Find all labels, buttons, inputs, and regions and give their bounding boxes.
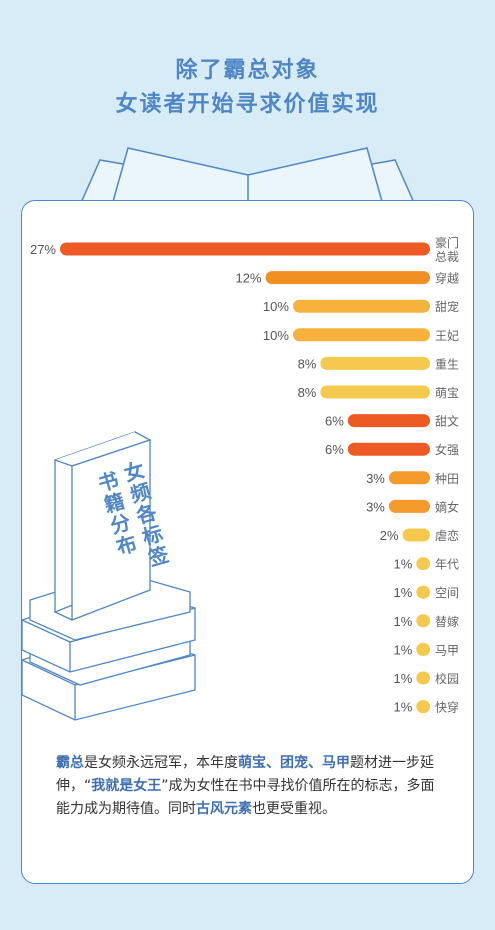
bar-7 xyxy=(347,442,430,456)
category-label-0-line-0: 豪门 xyxy=(435,235,459,250)
category-label-1: 穿越 xyxy=(435,271,459,286)
category-label-3: 王妃 xyxy=(435,329,459,343)
value-label-12: 1% xyxy=(393,585,412,600)
bar-1 xyxy=(265,271,430,285)
caption-highlight-ancient: 古风元素 xyxy=(196,801,252,817)
value-label-11: 1% xyxy=(393,557,412,572)
bar-13 xyxy=(416,614,430,628)
bar-6 xyxy=(347,414,430,428)
category-label-2: 甜宠 xyxy=(435,299,459,314)
value-label-16: 1% xyxy=(393,700,412,715)
bar-2 xyxy=(292,299,430,313)
bar-16 xyxy=(416,700,430,714)
value-label-7: 6% xyxy=(325,442,344,457)
value-label-6: 6% xyxy=(325,414,344,429)
category-label-5: 萌宝 xyxy=(435,386,459,400)
open-book-decoration xyxy=(79,147,416,206)
category-label-15: 校园 xyxy=(435,671,459,686)
caption-text-4: 也更受重视。 xyxy=(252,801,336,817)
category-label-9: 嫡女 xyxy=(435,499,459,514)
value-label-15: 1% xyxy=(393,671,412,686)
value-label-1: 12% xyxy=(236,271,262,286)
bar-15 xyxy=(416,671,430,685)
value-label-14: 1% xyxy=(393,642,412,657)
category-label-7: 女强 xyxy=(435,442,459,457)
category-label-13: 替嫁 xyxy=(435,614,459,629)
bar-11 xyxy=(416,557,430,571)
value-label-10: 2% xyxy=(380,528,399,543)
book-stack-illustration xyxy=(21,431,196,721)
category-label-0-line-1: 总裁 xyxy=(435,250,459,264)
bar-3 xyxy=(292,328,430,342)
value-label-8: 3% xyxy=(366,471,385,486)
page-title-line-1: 除了霸总对象 xyxy=(175,58,320,83)
bar-8 xyxy=(388,471,430,485)
category-label-11: 年代 xyxy=(435,558,459,572)
bar-5 xyxy=(320,385,430,399)
caption-text-1: 是女频永远冠军，本年度 xyxy=(84,755,238,771)
bar-10 xyxy=(402,528,430,542)
category-label-8: 种田 xyxy=(435,472,459,486)
category-label-14: 马甲 xyxy=(435,643,459,657)
summary-caption: 霸总是女频永远冠军，本年度萌宝、团宠、马甲题材进一步延伸，“我就是女王”成为女性… xyxy=(56,752,446,821)
bar-0 xyxy=(60,242,430,256)
caption-highlight-bazong: 霸总 xyxy=(56,755,84,771)
bar-14 xyxy=(416,642,430,656)
bar-9 xyxy=(388,499,430,513)
value-label-3: 10% xyxy=(263,328,289,343)
value-label-13: 1% xyxy=(393,614,412,629)
page-title-line-2: 女读者开始寻求价值实现 xyxy=(115,92,380,117)
category-label-16: 快穿 xyxy=(435,700,459,715)
category-label-10: 虐恋 xyxy=(435,528,459,543)
bar-4 xyxy=(320,356,430,370)
category-label-4: 重生 xyxy=(435,357,459,371)
value-label-4: 8% xyxy=(298,356,317,371)
value-label-0: 27% xyxy=(30,242,56,257)
bar-12 xyxy=(416,585,430,599)
caption-text-2: 题材进一步延伸，“ xyxy=(56,755,434,794)
caption-highlight-queen: 我就是女王 xyxy=(91,778,162,794)
caption-text-3: ”成为女性在书中寻找价值所在的标志，多面能力成为期待值。同时 xyxy=(56,778,435,817)
value-label-9: 3% xyxy=(366,499,385,514)
value-label-5: 8% xyxy=(298,385,317,400)
category-label-6: 甜文 xyxy=(435,414,459,429)
category-label-12: 空间 xyxy=(435,586,459,600)
value-label-2: 10% xyxy=(263,299,289,314)
caption-highlight-themes: 萌宝、团宠、马甲 xyxy=(238,755,350,771)
